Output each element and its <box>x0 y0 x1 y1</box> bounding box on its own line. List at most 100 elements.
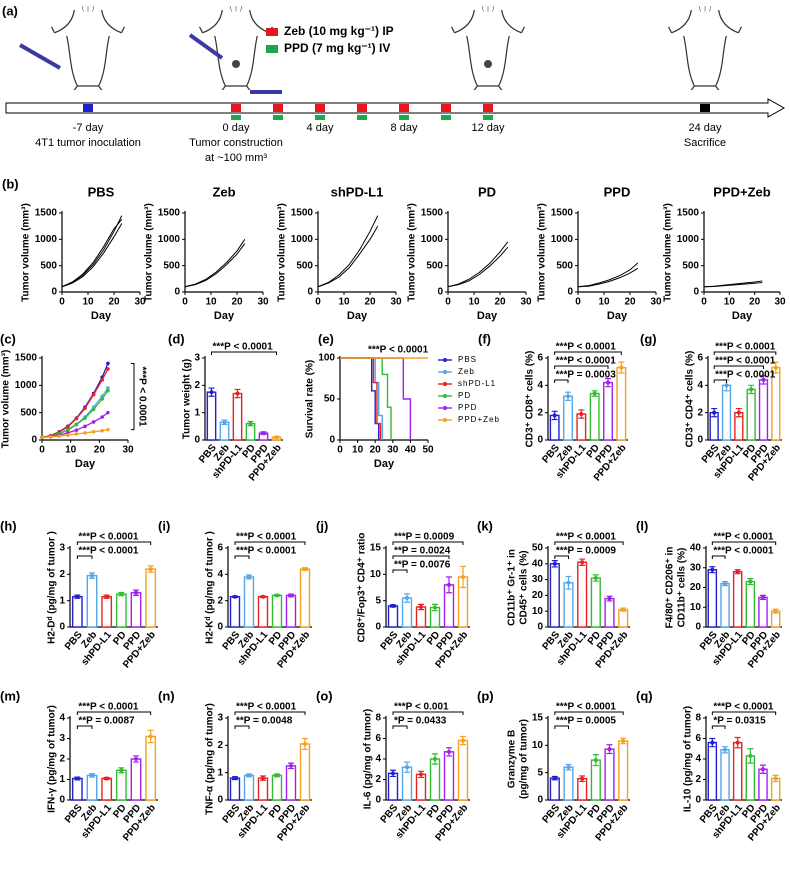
y-tick-label: 1500 <box>421 208 444 219</box>
point <box>106 389 110 393</box>
x-tick-label: 20 <box>231 297 243 308</box>
point <box>106 410 110 415</box>
y-axis-label: CD3⁺ CD4⁺ cells (%) <box>685 351 696 448</box>
dose-mark <box>357 115 367 120</box>
y-axis-label: CD45⁺ cells (%) <box>519 550 530 624</box>
series-line <box>61 223 123 288</box>
y-axis-label: Tumor volume (mm³) <box>407 203 418 302</box>
x-tick-label: 10 <box>205 297 217 308</box>
mean-dot <box>773 365 778 370</box>
mean-dot <box>761 767 765 772</box>
point <box>100 397 104 401</box>
y-axis-label: Tumor volume (mm³) <box>277 203 288 302</box>
bar <box>457 739 469 801</box>
y-tick-label: 1500 <box>15 353 38 364</box>
mean-dot <box>749 387 754 392</box>
annotation: ***P < 0.0001 <box>556 702 617 713</box>
annotation: ***P < 0.0001 <box>556 342 617 353</box>
y-tick-label: 500 <box>40 260 57 271</box>
point <box>100 428 104 433</box>
bar <box>257 777 269 801</box>
point <box>40 435 44 440</box>
bracket <box>554 379 569 383</box>
mean-dot <box>735 569 740 574</box>
mean-dot <box>261 431 266 436</box>
bar <box>604 597 615 628</box>
x-tick-label: 40 <box>405 445 417 456</box>
bar <box>549 563 560 628</box>
panel-label: (p) <box>477 688 494 703</box>
annotation: ***P < 0.0001 <box>236 532 297 543</box>
point <box>100 378 104 382</box>
dose-mark <box>399 104 409 112</box>
bracket <box>713 365 764 369</box>
y-tick-label: 1000 <box>15 380 38 391</box>
bar <box>549 777 560 801</box>
bar <box>732 571 743 628</box>
y-tick-label: 4 <box>375 754 381 765</box>
mean-dot <box>419 772 423 777</box>
bar <box>707 741 718 801</box>
panel-label: (m) <box>0 688 20 703</box>
annotation: ***P < 0.0001 <box>78 702 139 713</box>
mean-dot <box>148 567 153 572</box>
y-axis-label: F4/80⁺ CD206⁺ in <box>665 547 676 629</box>
bracket <box>392 711 464 715</box>
x-tick-label: 20 <box>364 297 376 308</box>
mean-dot <box>748 579 753 584</box>
mean-dot <box>607 747 612 752</box>
event-note: at ~100 mm³ <box>205 152 267 164</box>
bar <box>86 774 98 801</box>
y-tick-label: 500 <box>296 260 313 271</box>
panel-label: (b) <box>2 176 19 191</box>
y-axis-label: Tumor weight (g) <box>182 359 193 439</box>
bar <box>563 766 574 801</box>
point <box>91 420 96 424</box>
mean-dot <box>607 596 612 601</box>
x-tick-label: 0 <box>39 445 45 456</box>
y-axis-label: IL-10 (pg/mg of tumor) <box>683 706 694 812</box>
bar <box>243 576 255 628</box>
series-line <box>447 246 509 288</box>
y-tick-label: 0 <box>537 435 543 446</box>
tumor-dot <box>484 60 492 68</box>
dose-mark <box>231 104 241 112</box>
mean-dot <box>593 576 598 581</box>
panel-label: (d) <box>168 331 185 346</box>
point <box>74 422 79 427</box>
mean-dot <box>303 741 307 746</box>
y-tick-label: 6 <box>695 733 701 744</box>
bar <box>101 777 113 801</box>
chart-title: PD <box>478 184 496 199</box>
mean-dot <box>235 391 240 396</box>
mean-dot <box>748 753 753 758</box>
panel-label: (i) <box>158 518 170 533</box>
dose-mark <box>483 104 493 112</box>
y-tick-label: 1000 <box>158 234 181 245</box>
x-axis-label: Day <box>607 310 628 322</box>
mean-dot <box>104 776 109 781</box>
x-tick-label: 10 <box>338 297 350 308</box>
y-axis-label: IL-6 (pg/mg of tumor) <box>363 709 374 810</box>
dose-mark <box>399 115 409 120</box>
y-tick-label: 3 <box>59 543 65 554</box>
point <box>91 407 96 412</box>
y-tick-label: 0 <box>59 622 65 633</box>
mean-dot <box>274 435 279 440</box>
y-tick-label: 0 <box>174 287 180 298</box>
point <box>83 406 87 411</box>
y-tick-label: 0 <box>194 435 200 446</box>
panel-label: (l) <box>636 518 648 533</box>
y-tick-label: 0 <box>51 287 57 298</box>
bar <box>589 392 600 441</box>
annotation: ***P < 0.0001 <box>78 546 139 557</box>
series-line <box>184 243 246 288</box>
x-tick-label: 0 <box>337 445 343 456</box>
y-tick-label: 0 <box>217 622 223 633</box>
bracket <box>131 362 135 431</box>
mean-dot <box>119 768 124 773</box>
mean-dot <box>261 594 265 599</box>
mean-dot <box>461 574 465 579</box>
dose-mark <box>441 104 451 112</box>
point <box>74 416 79 421</box>
